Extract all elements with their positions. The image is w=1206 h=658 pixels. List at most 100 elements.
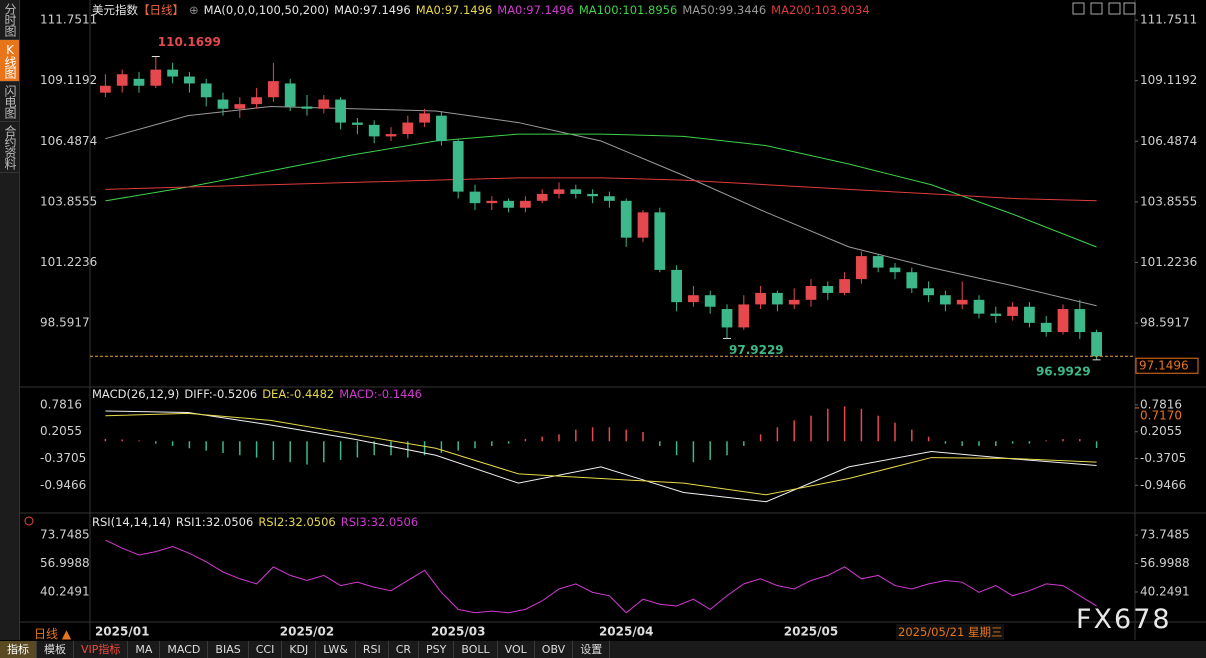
candle-body xyxy=(536,193,548,201)
y-tick-label: 109.1192 xyxy=(1140,73,1197,87)
candle-body xyxy=(772,292,783,305)
candle-body xyxy=(671,269,682,303)
toolbar-item[interactable]: PSY xyxy=(419,641,455,658)
legend-entry: MACD:-0.1446 xyxy=(339,387,423,401)
toolbar-item[interactable]: RSI xyxy=(356,641,389,658)
candle-body xyxy=(217,99,229,109)
candle-body xyxy=(368,124,380,137)
y-tick-label: 103.8555 xyxy=(1140,194,1197,208)
candle-body xyxy=(956,299,968,305)
side-tab[interactable]: K线图 xyxy=(0,40,19,82)
candle-body xyxy=(688,295,699,303)
y-tick-label: 40.2491 xyxy=(1140,584,1190,598)
toolbar-item[interactable]: BIAS xyxy=(208,641,249,658)
macd-line xyxy=(105,412,1097,496)
legend-entry: MA200:103.9034 xyxy=(771,3,870,17)
window-icons[interactable] xyxy=(1072,2,1136,15)
extreme-label: 110.1699 xyxy=(158,35,221,49)
toolbar-item[interactable]: VOL xyxy=(498,641,535,658)
candle-body xyxy=(1040,322,1052,333)
toolbar-item[interactable]: MA xyxy=(128,641,161,658)
legend-entry: RSI1:32.0506 xyxy=(175,515,254,529)
marker-label: 0.7170 xyxy=(1140,408,1182,422)
candle-body xyxy=(486,200,498,204)
y-tick-label: 56.9988 xyxy=(40,556,90,570)
y-tick-label: 111.7511 xyxy=(40,13,97,27)
x-tick-label: 2025/01 xyxy=(95,625,149,639)
y-tick-label: 0.7816 xyxy=(1140,397,1182,411)
toolbar-item[interactable]: 指标 xyxy=(0,641,37,658)
side-tab[interactable]: 闪电图 xyxy=(0,82,19,122)
candle-body xyxy=(150,69,162,86)
candle-body xyxy=(385,134,397,137)
candle-body xyxy=(704,295,716,307)
candle-body xyxy=(234,104,246,109)
y-tick-label: 101.2236 xyxy=(40,255,97,269)
x-tick-label: 2025/04 xyxy=(599,625,653,639)
legend-entry: MA50:99.3446 xyxy=(682,3,767,17)
candle-body xyxy=(839,279,850,293)
toolbar-item[interactable]: LW& xyxy=(316,641,356,658)
y-tick-label: 0.7816 xyxy=(40,397,82,411)
legend-entry: DIFF:-0.5206 xyxy=(184,387,258,401)
candle-body xyxy=(184,76,195,84)
title: RSI(14,14,14) xyxy=(92,515,171,529)
y-tick-label: 73.7485 xyxy=(40,528,90,542)
legend-entry: MA0:97.1496 xyxy=(497,3,574,17)
period-label[interactable]: 日线 ▲ xyxy=(34,627,72,641)
y-tick-label: 0.2055 xyxy=(40,424,82,438)
candle-body xyxy=(805,286,817,300)
toolbar-item[interactable]: OBV xyxy=(535,641,574,658)
y-tick-label: 111.7511 xyxy=(1140,13,1197,27)
y-tick-label: 109.1192 xyxy=(40,73,97,87)
rsi-line xyxy=(105,539,1097,614)
candle-body xyxy=(167,69,178,77)
toolbar-item[interactable]: MACD xyxy=(160,641,209,658)
candle-body xyxy=(788,299,800,305)
legend-entry: RSI2:32.0506 xyxy=(258,515,336,529)
chart: 98.5917 98.5917 101.2236 101.2236 103.8555 10… xyxy=(20,0,1206,640)
y-tick-label: 98.5917 xyxy=(40,316,90,330)
toolbar: 指标 模板 VIP指标 MA MACD BIAS CCI KDJ LW& RSI CR PSY BOLL… xyxy=(0,641,1206,658)
candle-body xyxy=(402,122,414,135)
candle-body xyxy=(1091,332,1102,357)
toolbar-item[interactable]: BOLL xyxy=(454,641,498,658)
candle-body xyxy=(268,81,279,98)
toolbar-item[interactable]: CR xyxy=(389,641,420,658)
toolbar-item[interactable]: 模板 xyxy=(37,641,74,658)
candle-body xyxy=(973,299,985,314)
candle-body xyxy=(990,313,1002,316)
legend-entry: MA100:101.8956 xyxy=(578,3,678,17)
x-tick-label: 2025/03 xyxy=(431,625,485,639)
toolbar-item[interactable]: 设置 xyxy=(573,641,611,658)
toolbar-item[interactable]: VIP指标 xyxy=(74,641,129,658)
toolbar-item[interactable]: KDJ xyxy=(282,641,317,658)
period-tag: 【日线】 xyxy=(138,3,184,17)
candle-body xyxy=(889,267,901,273)
candle-body xyxy=(284,83,296,107)
candle-body xyxy=(1024,306,1035,323)
candle-body xyxy=(620,200,632,238)
y-tick-label: 56.9988 xyxy=(1140,556,1190,570)
cursor-date: 2025/05/21 星期三 xyxy=(896,624,1005,640)
candle-body xyxy=(923,288,934,296)
macd-line xyxy=(105,410,1097,503)
side-tabs: 分时图 K线图 闪电图 合约资料 xyxy=(0,0,20,640)
rsi-icon xyxy=(24,516,34,526)
candle-body xyxy=(251,97,262,105)
candle-body xyxy=(570,189,582,194)
toolbar-item[interactable]: CCI xyxy=(249,641,283,658)
side-tab[interactable]: 分时图 xyxy=(0,0,19,40)
candle-body xyxy=(419,113,430,123)
candle-body xyxy=(352,122,363,125)
side-tab[interactable]: 合约资料 xyxy=(0,122,19,173)
legend-entry: DEA:-0.4482 xyxy=(262,387,335,401)
candle-body xyxy=(940,295,951,305)
candle-body xyxy=(301,106,313,109)
rsi-header: RSI(14,14,14) RSI1:32.0506 RSI2:32.0506 RSI… xyxy=(92,515,423,529)
y-tick-label: 106.4874 xyxy=(40,134,97,148)
y-tick-label: 73.7485 xyxy=(1140,528,1190,542)
y-tick-label: -0.3705 xyxy=(40,451,86,465)
period: 日线 xyxy=(34,627,59,641)
legend-entry: MA0:97.1496 xyxy=(415,3,493,17)
